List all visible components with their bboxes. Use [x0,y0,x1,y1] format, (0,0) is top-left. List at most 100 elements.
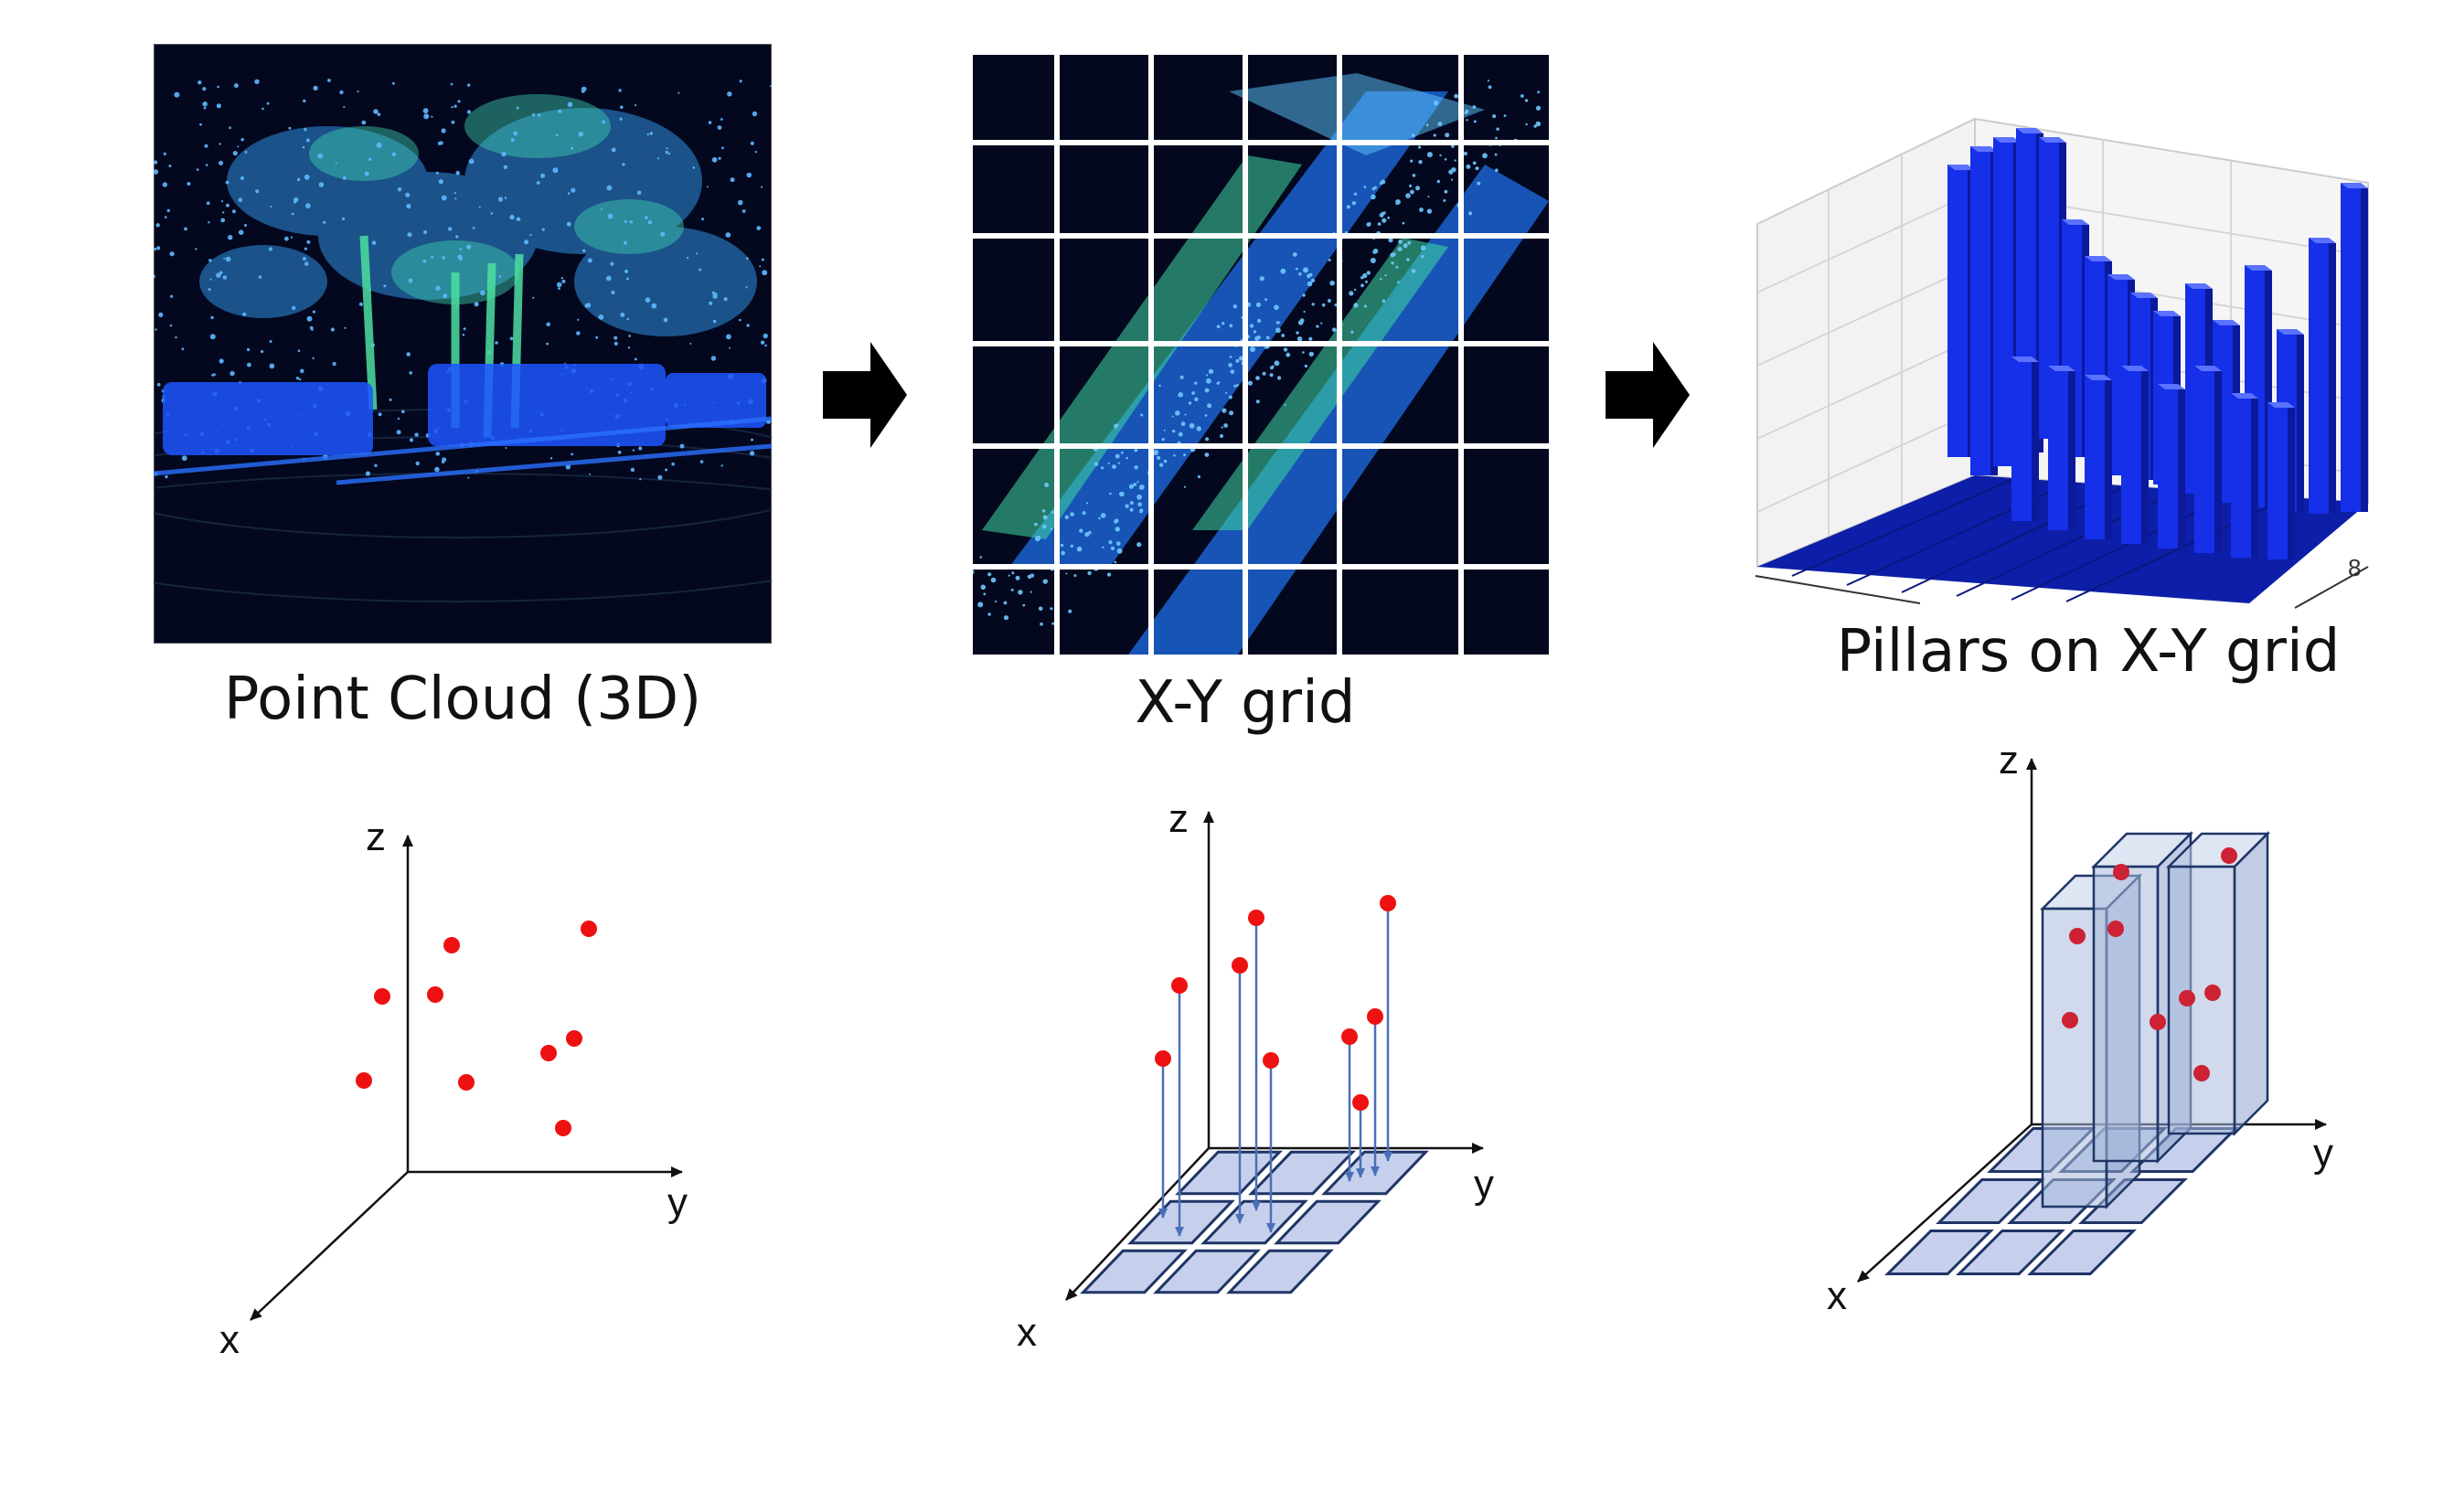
xy-grid-image [973,55,1549,655]
axis-tick-label: 8 [2348,554,2361,581]
pillars-caption: Pillars on X-Y grid [1836,618,2341,686]
grid-cell [1127,1199,1235,1245]
z-axis-label: z [1999,740,2019,783]
point [2179,990,2195,1006]
pillar-bar-side [2105,380,2112,539]
z-axis-label: z [366,815,386,859]
pillars-diagram: z y x [1827,740,2333,1318]
point [581,921,597,937]
x-axis [1065,1147,1210,1301]
pillar-bar-top [2011,357,2039,362]
pillar-bar-side [2068,371,2075,530]
point [374,988,390,1005]
grid-cell [1080,1249,1188,1294]
pillar-bar-top [2016,128,2043,133]
point [427,986,443,1003]
pillar-bar [2231,393,2251,558]
x-axis-label: x [219,1317,240,1362]
point [1367,1008,1383,1025]
pillar-bar-top [2213,320,2240,325]
right-arrow-icon [823,342,907,448]
point [2069,928,2086,944]
point [1248,910,1264,926]
point [2062,1012,2078,1028]
pillar-bar-top [2341,183,2368,188]
pillar-bar-side [2032,362,2039,521]
pillar-bar [2158,384,2178,548]
x-axis-label: x [1827,1273,1847,1318]
pillar-bar [2309,238,2329,514]
point [1263,1052,1279,1069]
point-cloud-image [154,44,772,644]
pillar-front [2092,865,2160,1163]
x-axis [250,1171,409,1321]
pillar-bar-top [1947,165,1975,170]
pillar-bar [2048,366,2068,530]
pillar-bar-top [2309,238,2336,243]
grid-cell [1274,1199,1382,1245]
pillar-bar-side [2178,389,2185,548]
pillar-bar-top [2039,137,2066,143]
point [566,1030,582,1047]
grid-cell [1153,1249,1261,1294]
point [2113,864,2129,880]
pillar-bar-top [2245,265,2272,271]
point [356,1072,372,1089]
grid-cell [1884,1230,1994,1275]
pillar-bar-top [2048,366,2075,371]
grid-cell [1936,1178,2045,1224]
pillar-bar-side [2361,188,2368,512]
pillar-bar-top [2085,256,2112,261]
point [2107,921,2124,937]
y-axis-label: y [2313,1131,2333,1176]
x-axis-label: x [1017,1310,1037,1355]
pillar-bar-top [2277,329,2304,335]
pillar-bar-top [2062,219,2089,225]
pillar-bar [1947,165,1968,457]
pillar-top [2090,832,2194,868]
grid-cell [1956,1230,2065,1275]
point [443,937,460,953]
point [2204,985,2221,1001]
pillar-bar-top [2130,293,2158,298]
pillar-side [2233,830,2269,1137]
right-arrow-icon [1606,342,1690,448]
grid-cell [1226,1249,1334,1294]
grid-cell [2027,1230,2137,1275]
point [1232,957,1248,974]
point [1171,977,1188,994]
point [555,1120,571,1136]
y-axis-label: y [667,1180,688,1225]
pillar-bar [2039,137,2059,439]
pillar-bar-top [2107,274,2135,280]
point [1155,1050,1171,1067]
point-cloud-diagram: z y x [219,815,688,1362]
pillar-bar [2011,357,2032,521]
pillar-bar-side [2288,408,2295,559]
point [2150,1014,2166,1030]
z-axis-label: z [1168,796,1189,841]
point [2221,847,2237,864]
grid-cell [1200,1199,1308,1245]
pillar-bar [2085,375,2105,539]
point [1380,895,1396,911]
pillar-bar [2194,366,2214,553]
pillar-bar-side [2329,243,2336,514]
pillar-bar-side [2251,399,2258,558]
point [540,1045,557,1061]
pillar-bar-top [2121,366,2149,371]
pillar-bar-top [1993,137,2021,143]
pillar-bar-top [2231,393,2258,399]
pillar-bar-top [2085,375,2112,380]
grid-cell [1248,1150,1356,1196]
x-axis [1857,1123,2033,1283]
pillar-bar-side [2141,371,2149,544]
point [458,1074,475,1091]
pillar-bar [2121,366,2141,544]
point [2193,1065,2210,1081]
pillar-bar [1993,137,2013,466]
pillars-bar-chart: 8 [1755,117,2369,609]
pillar-bar-top [2185,283,2213,289]
y-axis-label: y [1474,1162,1494,1207]
pillar-bar [2341,183,2361,512]
